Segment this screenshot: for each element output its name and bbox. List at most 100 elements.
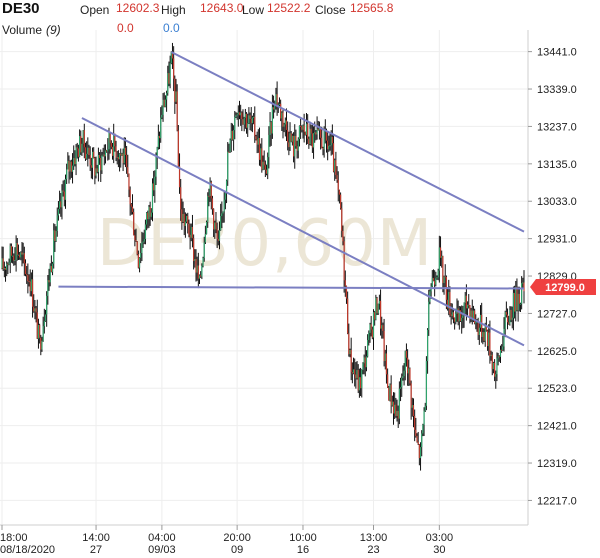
candle-body (235, 115, 237, 117)
candle-body (268, 134, 270, 158)
candle-body (183, 213, 185, 226)
candle-body (327, 140, 329, 150)
candle-body (455, 313, 457, 322)
candle-body (96, 168, 98, 172)
candle-body (137, 254, 139, 268)
candle-body (325, 130, 328, 141)
candle-body (227, 151, 229, 181)
candle-body (245, 113, 248, 128)
candle-body (35, 308, 37, 313)
x-tick-sublabel: 27 (90, 544, 102, 556)
candle-body (163, 99, 165, 107)
candle-body (504, 312, 506, 329)
candle-body (489, 332, 491, 357)
candle-body (344, 280, 346, 286)
candle-body (71, 165, 74, 172)
candle-body (98, 154, 101, 158)
y-tick-label: 13033.0 (537, 196, 577, 208)
candle-body (300, 125, 302, 127)
candle-body (329, 145, 331, 147)
candle-body (311, 133, 313, 148)
current-price-tag: 12799.0 (530, 279, 596, 296)
candle-body (332, 143, 335, 172)
candle-body (422, 424, 424, 434)
candle-body (170, 51, 172, 64)
candle-body (267, 157, 269, 174)
candle-body (204, 233, 206, 243)
candle-body (242, 119, 244, 125)
trendline[interactable] (58, 285, 525, 290)
candle-body (28, 281, 30, 283)
candle-body (93, 151, 95, 158)
candle-body (68, 160, 70, 172)
candle-body (509, 309, 511, 325)
candle-body (511, 317, 513, 320)
candle-body (437, 270, 439, 278)
candle-body (17, 254, 20, 256)
candle-body (280, 103, 282, 119)
candle-body (111, 146, 114, 156)
price-tag-label: 12799.0 (545, 282, 585, 294)
candle-body (320, 128, 322, 138)
candle-body (160, 117, 162, 139)
candle-body (481, 314, 483, 337)
candle-body (411, 405, 413, 408)
candle-body (122, 153, 124, 164)
low-value: 12522.2 (267, 1, 311, 15)
candle-body (390, 384, 392, 406)
candle-body (334, 160, 336, 172)
candle-body (39, 324, 41, 338)
candle-body (349, 349, 351, 355)
candle-body (369, 324, 371, 333)
candle-body (127, 167, 129, 174)
candle-body (249, 115, 251, 119)
candle-body (464, 295, 466, 303)
candle-body (216, 229, 218, 239)
candle-body (215, 222, 217, 230)
candle-body (474, 310, 476, 324)
candle-body (336, 175, 338, 181)
candle-body (11, 255, 14, 257)
candle-body (62, 190, 64, 192)
price-tag-shape (530, 279, 596, 296)
candle-body (396, 410, 398, 416)
candle-body (120, 153, 122, 156)
candle-body (516, 287, 518, 311)
candle-body (19, 254, 21, 258)
candle-body (46, 295, 48, 315)
candle-body (202, 258, 204, 266)
candle-body (416, 435, 418, 442)
trendline[interactable] (81, 117, 525, 347)
candle-body (223, 199, 225, 212)
candle-body (461, 317, 463, 322)
candle-body (283, 124, 285, 127)
candle-body (169, 63, 171, 84)
trendlines[interactable] (58, 51, 525, 347)
candle-body (446, 299, 449, 309)
candle-body (37, 324, 40, 339)
candle-body (207, 195, 209, 222)
y-tick-label: 12217.0 (537, 495, 577, 507)
candle-body (356, 370, 358, 379)
candle-body (252, 116, 255, 118)
trendline[interactable] (170, 51, 525, 233)
candle-body (123, 147, 125, 164)
candle-body (452, 312, 455, 318)
candle-body (247, 123, 249, 128)
candle-body (409, 368, 411, 384)
candle-body (208, 195, 210, 197)
candle-body (517, 293, 519, 311)
candle-body (13, 255, 15, 261)
candle-body (466, 304, 469, 309)
candle-body (470, 310, 472, 320)
candle-body (330, 137, 332, 146)
candle-body (494, 362, 496, 377)
price-axis[interactable]: 13441.0 13339.0 13237.0 13135.0 13033.0 12931… (527, 30, 577, 525)
candle-body (2, 258, 4, 270)
candle-body (201, 265, 203, 277)
candle-body (164, 99, 167, 107)
x-tick-sublabel: 16 (297, 544, 309, 556)
high-label: High (161, 3, 186, 17)
